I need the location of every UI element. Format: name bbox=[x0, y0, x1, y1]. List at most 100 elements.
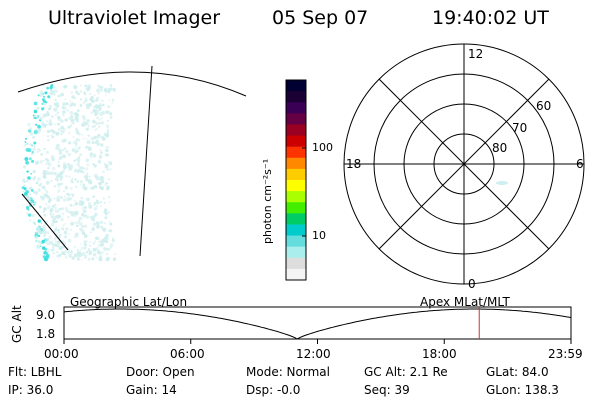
aurora-pixel bbox=[98, 257, 103, 262]
orbit-x-tick-1200: 12:00 bbox=[296, 347, 331, 361]
aurora-pixel bbox=[54, 98, 57, 102]
aurora-pixel bbox=[76, 257, 80, 261]
aurora-pixel bbox=[42, 210, 45, 213]
aurora-pixel bbox=[91, 227, 95, 231]
aurora-pixel bbox=[42, 255, 47, 259]
aurora-pixel bbox=[50, 172, 53, 175]
aurora-pixel bbox=[48, 201, 51, 204]
aurora-pixel bbox=[45, 227, 47, 230]
aurora-pixel bbox=[102, 227, 107, 232]
aurora-pixel bbox=[100, 225, 104, 229]
aurora-pixel bbox=[55, 250, 59, 254]
aurora-pixel bbox=[71, 102, 74, 105]
aurora-pixel bbox=[72, 136, 75, 138]
orbit-x-tick-0600: 06:00 bbox=[170, 347, 205, 361]
aurora-pixel bbox=[86, 172, 89, 175]
aurora-pixel bbox=[39, 195, 44, 199]
aurora-pixel bbox=[73, 168, 78, 173]
aurora-pixel bbox=[68, 197, 72, 201]
aurora-pixel bbox=[33, 130, 38, 135]
aurora-pixel bbox=[97, 249, 101, 253]
aurora-pixel bbox=[81, 122, 86, 126]
aurora-pixel bbox=[63, 169, 65, 171]
aurora-pixel bbox=[64, 206, 68, 210]
aurora-pixel bbox=[54, 209, 57, 212]
lat-label-60: 60 bbox=[536, 99, 552, 113]
aurora-pixel bbox=[100, 205, 102, 207]
aurora-pixel bbox=[29, 132, 34, 136]
aurora-pixel bbox=[62, 102, 66, 106]
aurora-pixel bbox=[76, 114, 79, 117]
aurora-pixel bbox=[104, 216, 108, 220]
aurora-pixel bbox=[113, 90, 116, 93]
aurora-pixel bbox=[55, 146, 58, 150]
aurora-pixel bbox=[55, 215, 59, 219]
aurora-pixel bbox=[38, 184, 40, 187]
aurora-pixel bbox=[37, 128, 41, 133]
aurora-pixel bbox=[97, 124, 100, 126]
aurora-pixel bbox=[21, 186, 25, 190]
aurora-pixel bbox=[59, 158, 61, 160]
aurora-pixel bbox=[57, 144, 61, 148]
aurora-pixel bbox=[64, 98, 66, 101]
aurora-pixel bbox=[79, 252, 82, 255]
aurora-pixel bbox=[45, 203, 48, 206]
date-label: 05 Sep 07 bbox=[272, 7, 369, 29]
aurora-pixel bbox=[53, 217, 56, 221]
aurora-pixel bbox=[29, 193, 32, 196]
aurora-pixel bbox=[70, 252, 73, 255]
aurora-pixel bbox=[85, 122, 88, 125]
aurora-pixel bbox=[107, 178, 110, 181]
lat-label-80: 80 bbox=[492, 141, 508, 155]
aurora-pixel bbox=[68, 141, 72, 145]
aurora-pixel bbox=[83, 240, 87, 244]
aurora-pixel bbox=[98, 133, 101, 137]
aurora-pixel bbox=[80, 200, 84, 205]
aurora-pixel bbox=[35, 240, 37, 242]
aurora-pixel bbox=[68, 103, 73, 108]
mlt-label-18: 18 bbox=[346, 157, 362, 171]
aurora-pixel bbox=[49, 97, 52, 100]
aurora-pixel bbox=[45, 163, 47, 165]
aurora-pixel bbox=[111, 98, 115, 102]
aurora-pixel bbox=[84, 225, 87, 229]
aurora-pixel bbox=[86, 163, 90, 167]
aurora-pixel bbox=[76, 109, 80, 113]
aurora-pixel bbox=[53, 185, 57, 188]
aurora-pixel bbox=[26, 207, 29, 211]
aurora-pixel bbox=[106, 131, 110, 134]
aurora-pixel bbox=[31, 152, 34, 156]
aurora-pixel bbox=[55, 240, 57, 243]
aurora-pixel bbox=[68, 175, 71, 178]
aurora-pixel bbox=[52, 249, 55, 251]
aurora-pixel bbox=[106, 168, 109, 171]
aurora-pixel bbox=[99, 149, 102, 152]
aurora-pixel bbox=[95, 98, 98, 101]
aurora-pixel bbox=[51, 115, 54, 118]
aurora-pixel bbox=[61, 251, 65, 256]
aurora-pixel bbox=[59, 177, 63, 181]
aurora-pixel bbox=[56, 195, 60, 199]
aurora-pixel bbox=[92, 252, 97, 257]
colorbar-segment bbox=[286, 246, 306, 259]
aurora-pixel bbox=[48, 235, 52, 239]
aurora-pixel bbox=[53, 197, 56, 200]
aurora-pixel bbox=[69, 228, 73, 231]
aurora-pixel bbox=[79, 104, 83, 107]
aurora-pixel bbox=[42, 193, 46, 197]
colorbar-tick-label-10: 10 bbox=[312, 229, 326, 242]
aurora-pixel bbox=[98, 177, 102, 181]
aurora-pixel bbox=[52, 213, 55, 215]
aurora-pixel bbox=[61, 148, 65, 152]
status-glon: GLon: 138.3 bbox=[486, 383, 559, 397]
aurora-pixel bbox=[23, 165, 26, 169]
aurora-pixel bbox=[43, 147, 46, 150]
aurora-pixel bbox=[76, 248, 80, 252]
aurora-pixel bbox=[77, 219, 81, 223]
aurora-pixel bbox=[61, 106, 65, 109]
aurora-pixel bbox=[40, 153, 43, 156]
aurora-pixel bbox=[56, 198, 61, 202]
aurora-pixel bbox=[82, 137, 85, 140]
aurora-pixel bbox=[86, 119, 90, 123]
aurora-pixel bbox=[49, 240, 54, 245]
